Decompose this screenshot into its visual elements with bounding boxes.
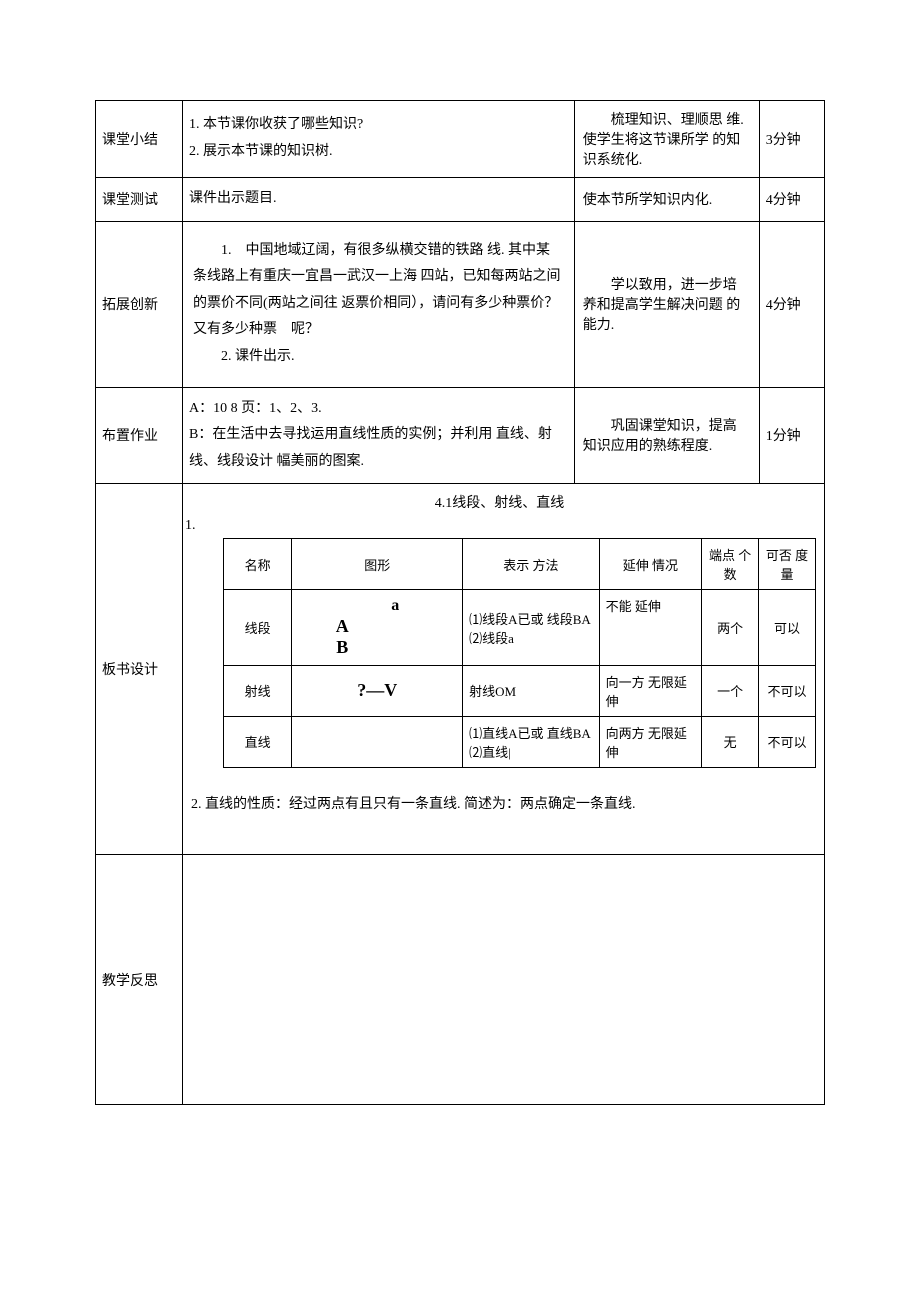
content-line: 2. 展示本节课的知识树. <box>189 139 568 166</box>
cell-figure <box>292 716 463 767</box>
board-inner-table: 名称 图形 表示 方法 延伸 情况 端点 个数 可否 度量 线段 a A B <box>223 538 816 767</box>
row-content: 课件出示题目. <box>183 178 575 222</box>
row-purpose: 巩固课堂知识，提高 知识应用的熟练程度. <box>574 387 759 484</box>
cell-repr: 射线OM <box>463 665 600 716</box>
row-content-empty <box>183 855 825 1105</box>
row-time: 4分钟 <box>759 221 824 387</box>
row-label: 课堂测试 <box>96 178 183 222</box>
content-line: 1. 本节课你收获了哪些知识? <box>189 112 568 139</box>
content-line: 1. 中国地域辽阔，有很多纵横交错的铁路 线. 其中某条线路上有重庆一宜昌一武汉… <box>193 238 564 344</box>
row-content: 1. 本节课你收获了哪些知识? 2. 展示本节课的知识树. <box>183 101 575 178</box>
cell-figure: ?—V <box>292 665 463 716</box>
lesson-plan-table: 课堂小结 1. 本节课你收获了哪些知识? 2. 展示本节课的知识树. 梳理知识、… <box>95 100 825 1105</box>
row-purpose: 使本节所学知识内化. <box>574 178 759 222</box>
cell-endpoints: 一个 <box>702 665 759 716</box>
row-purpose: 学以致用，进一步培 养和提高学生解决问题 的能力. <box>574 221 759 387</box>
board-num: 1. <box>185 518 816 534</box>
cell-extend: 不能 延伸 <box>599 590 701 665</box>
inner-row-segment: 线段 a A B ⑴线段A已或 线段BA ⑵线段a 不能 延伸 两个 可以 <box>224 590 816 665</box>
segment-label-ab: A B <box>336 616 419 658</box>
cell-figure: a A B <box>292 590 463 665</box>
th-measurable: 可否 度量 <box>759 539 816 590</box>
cell-measurable: 可以 <box>759 590 816 665</box>
row-board: 板书设计 4.1线段、射线、直线 1. 名称 图形 表示 方法 延伸 情况 端点… <box>96 484 825 855</box>
cell-measurable: 不可以 <box>759 665 816 716</box>
ray-figure-text: ?—V <box>357 680 397 700</box>
cell-measurable: 不可以 <box>759 716 816 767</box>
row-label: 布置作业 <box>96 387 183 484</box>
cell-name: 线段 <box>224 590 292 665</box>
inner-row-ray: 射线 ?—V 射线OM 向一方 无限延伸 一个 不可以 <box>224 665 816 716</box>
segment-label-a: a <box>334 596 456 615</box>
cell-name: 直线 <box>224 716 292 767</box>
th-name: 名称 <box>224 539 292 590</box>
cell-extend: 向一方 无限延伸 <box>599 665 701 716</box>
cell-repr: ⑴直线A已或 直线BA ⑵直线| <box>463 716 600 767</box>
cell-repr: ⑴线段A已或 线段BA ⑵线段a <box>463 590 600 665</box>
row-time: 3分钟 <box>759 101 824 178</box>
content-line: 2. 课件出示. <box>193 344 564 371</box>
row-content: A：10 8 页：1、2、3. B：在生活中去寻找运用直线性质的实例；并利用 直… <box>183 387 575 484</box>
row-content: 1. 中国地域辽阔，有很多纵横交错的铁路 线. 其中某条线路上有重庆一宜昌一武汉… <box>183 221 575 387</box>
row-test: 课堂测试 课件出示题目. 使本节所学知识内化. 4分钟 <box>96 178 825 222</box>
cell-extend: 向两方 无限延伸 <box>599 716 701 767</box>
inner-header-row: 名称 图形 表示 方法 延伸 情况 端点 个数 可否 度量 <box>224 539 816 590</box>
row-extend: 拓展创新 1. 中国地域辽阔，有很多纵横交错的铁路 线. 其中某条线路上有重庆一… <box>96 221 825 387</box>
th-figure: 图形 <box>292 539 463 590</box>
content-line: A：10 8 页：1、2、3. <box>189 396 568 423</box>
content-line: B：在生活中去寻找运用直线性质的实例；并利用 直线、射线、线段设计 幅美丽的图案… <box>189 422 568 475</box>
row-label: 拓展创新 <box>96 221 183 387</box>
cell-name: 射线 <box>224 665 292 716</box>
row-time: 4分钟 <box>759 178 824 222</box>
board-title: 4.1线段、射线、直线 <box>183 492 816 512</box>
row-label: 教学反思 <box>96 855 183 1105</box>
row-summary: 课堂小结 1. 本节课你收获了哪些知识? 2. 展示本节课的知识树. 梳理知识、… <box>96 101 825 178</box>
row-content: 4.1线段、射线、直线 1. 名称 图形 表示 方法 延伸 情况 端点 个数 可… <box>183 484 825 855</box>
th-extend: 延伸 情况 <box>599 539 701 590</box>
cell-endpoints: 两个 <box>702 590 759 665</box>
row-purpose: 梳理知识、理顺思 维. 使学生将这节课所学 的知识系统化. <box>574 101 759 178</box>
row-time: 1分钟 <box>759 387 824 484</box>
board-note: 2. 直线的性质：经过两点有且只有一条直线. 简述为：两点确定一条直线. <box>191 792 816 819</box>
th-endpoints: 端点 个数 <box>702 539 759 590</box>
cell-endpoints: 无 <box>702 716 759 767</box>
row-homework: 布置作业 A：10 8 页：1、2、3. B：在生活中去寻找运用直线性质的实例；… <box>96 387 825 484</box>
th-repr: 表示 方法 <box>463 539 600 590</box>
row-label: 板书设计 <box>96 484 183 855</box>
row-reflect: 教学反思 <box>96 855 825 1105</box>
row-label: 课堂小结 <box>96 101 183 178</box>
inner-row-line: 直线 ⑴直线A已或 直线BA ⑵直线| 向两方 无限延伸 无 不可以 <box>224 716 816 767</box>
content-line: 课件出示题目. <box>189 186 568 213</box>
